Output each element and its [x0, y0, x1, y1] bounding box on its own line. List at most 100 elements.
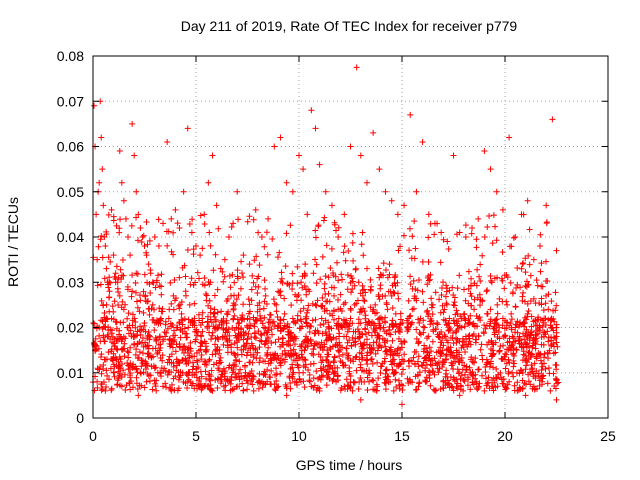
data-point [105, 376, 112, 383]
data-point [134, 355, 141, 362]
data-point [434, 321, 441, 328]
data-point [179, 317, 186, 324]
data-point [541, 333, 548, 340]
x-axis-label: GPS time / hours [296, 457, 403, 473]
data-point [477, 278, 484, 285]
data-point [506, 378, 513, 385]
data-point [555, 379, 562, 386]
data-point [268, 340, 275, 347]
data-point [523, 278, 530, 285]
data-point [312, 301, 319, 308]
data-point [302, 272, 309, 279]
data-point [374, 359, 381, 366]
data-point [478, 341, 485, 348]
data-point [538, 260, 545, 267]
data-point [458, 372, 465, 379]
data-point [523, 283, 530, 290]
data-point [339, 276, 346, 283]
data-point [138, 382, 145, 389]
data-point [102, 243, 109, 250]
data-point [127, 252, 134, 259]
data-point [526, 335, 533, 342]
data-point [98, 351, 105, 358]
data-point [401, 351, 408, 358]
data-point [550, 343, 557, 350]
data-point [122, 215, 129, 222]
data-point [544, 380, 551, 387]
data-point [471, 306, 478, 313]
data-point [296, 354, 303, 361]
data-point [462, 234, 469, 240]
data-point [263, 337, 270, 344]
data-point [545, 338, 552, 345]
data-point [522, 352, 529, 359]
data-point [241, 375, 248, 382]
data-point [301, 347, 308, 354]
data-point [325, 274, 332, 281]
data-point [510, 373, 517, 380]
data-point [440, 236, 447, 243]
data-point [378, 363, 385, 370]
data-point [306, 371, 313, 378]
data-point [475, 366, 482, 373]
data-point [349, 320, 356, 327]
data-point [304, 211, 311, 218]
data-point [494, 383, 501, 390]
data-point [261, 277, 268, 284]
data-point [355, 279, 362, 286]
data-point [528, 323, 535, 330]
data-point [439, 335, 446, 342]
data-point [219, 268, 226, 275]
data-point [501, 317, 508, 324]
data-point [424, 274, 431, 281]
data-point [311, 382, 318, 389]
data-point [234, 188, 241, 195]
data-point [185, 360, 192, 367]
data-point [220, 278, 227, 285]
data-point [167, 386, 174, 393]
data-point [128, 378, 135, 385]
data-point [110, 252, 117, 259]
data-point [266, 373, 273, 380]
data-point [185, 324, 192, 331]
data-point [307, 323, 314, 330]
data-point [389, 337, 396, 344]
data-point [136, 292, 143, 299]
data-point [505, 368, 512, 375]
data-point [226, 362, 233, 369]
data-point [457, 375, 464, 382]
data-point [177, 344, 184, 351]
data-point [264, 366, 271, 373]
data-point [335, 234, 342, 240]
data-point [294, 280, 301, 287]
data-point [91, 341, 98, 348]
data-point [320, 321, 327, 328]
data-point [103, 228, 110, 235]
data-point [312, 125, 319, 132]
data-point [481, 148, 488, 155]
data-point [234, 273, 241, 280]
data-point [420, 299, 427, 306]
data-point [509, 290, 516, 297]
data-point [431, 371, 438, 378]
data-point [434, 360, 441, 367]
data-point [155, 341, 162, 348]
data-point [104, 316, 111, 323]
data-point [449, 329, 456, 336]
data-point [393, 362, 400, 369]
data-point [496, 335, 503, 342]
data-point [312, 256, 319, 263]
data-point [350, 379, 357, 386]
data-point [248, 286, 255, 293]
data-point [110, 361, 117, 368]
data-point [360, 252, 367, 259]
data-point [341, 211, 348, 218]
x-tick-label: 10 [291, 428, 307, 444]
data-point [312, 227, 319, 234]
data-point [477, 317, 484, 324]
data-point [207, 316, 214, 323]
data-point [477, 346, 484, 353]
data-point [113, 222, 120, 229]
data-point [240, 387, 247, 394]
